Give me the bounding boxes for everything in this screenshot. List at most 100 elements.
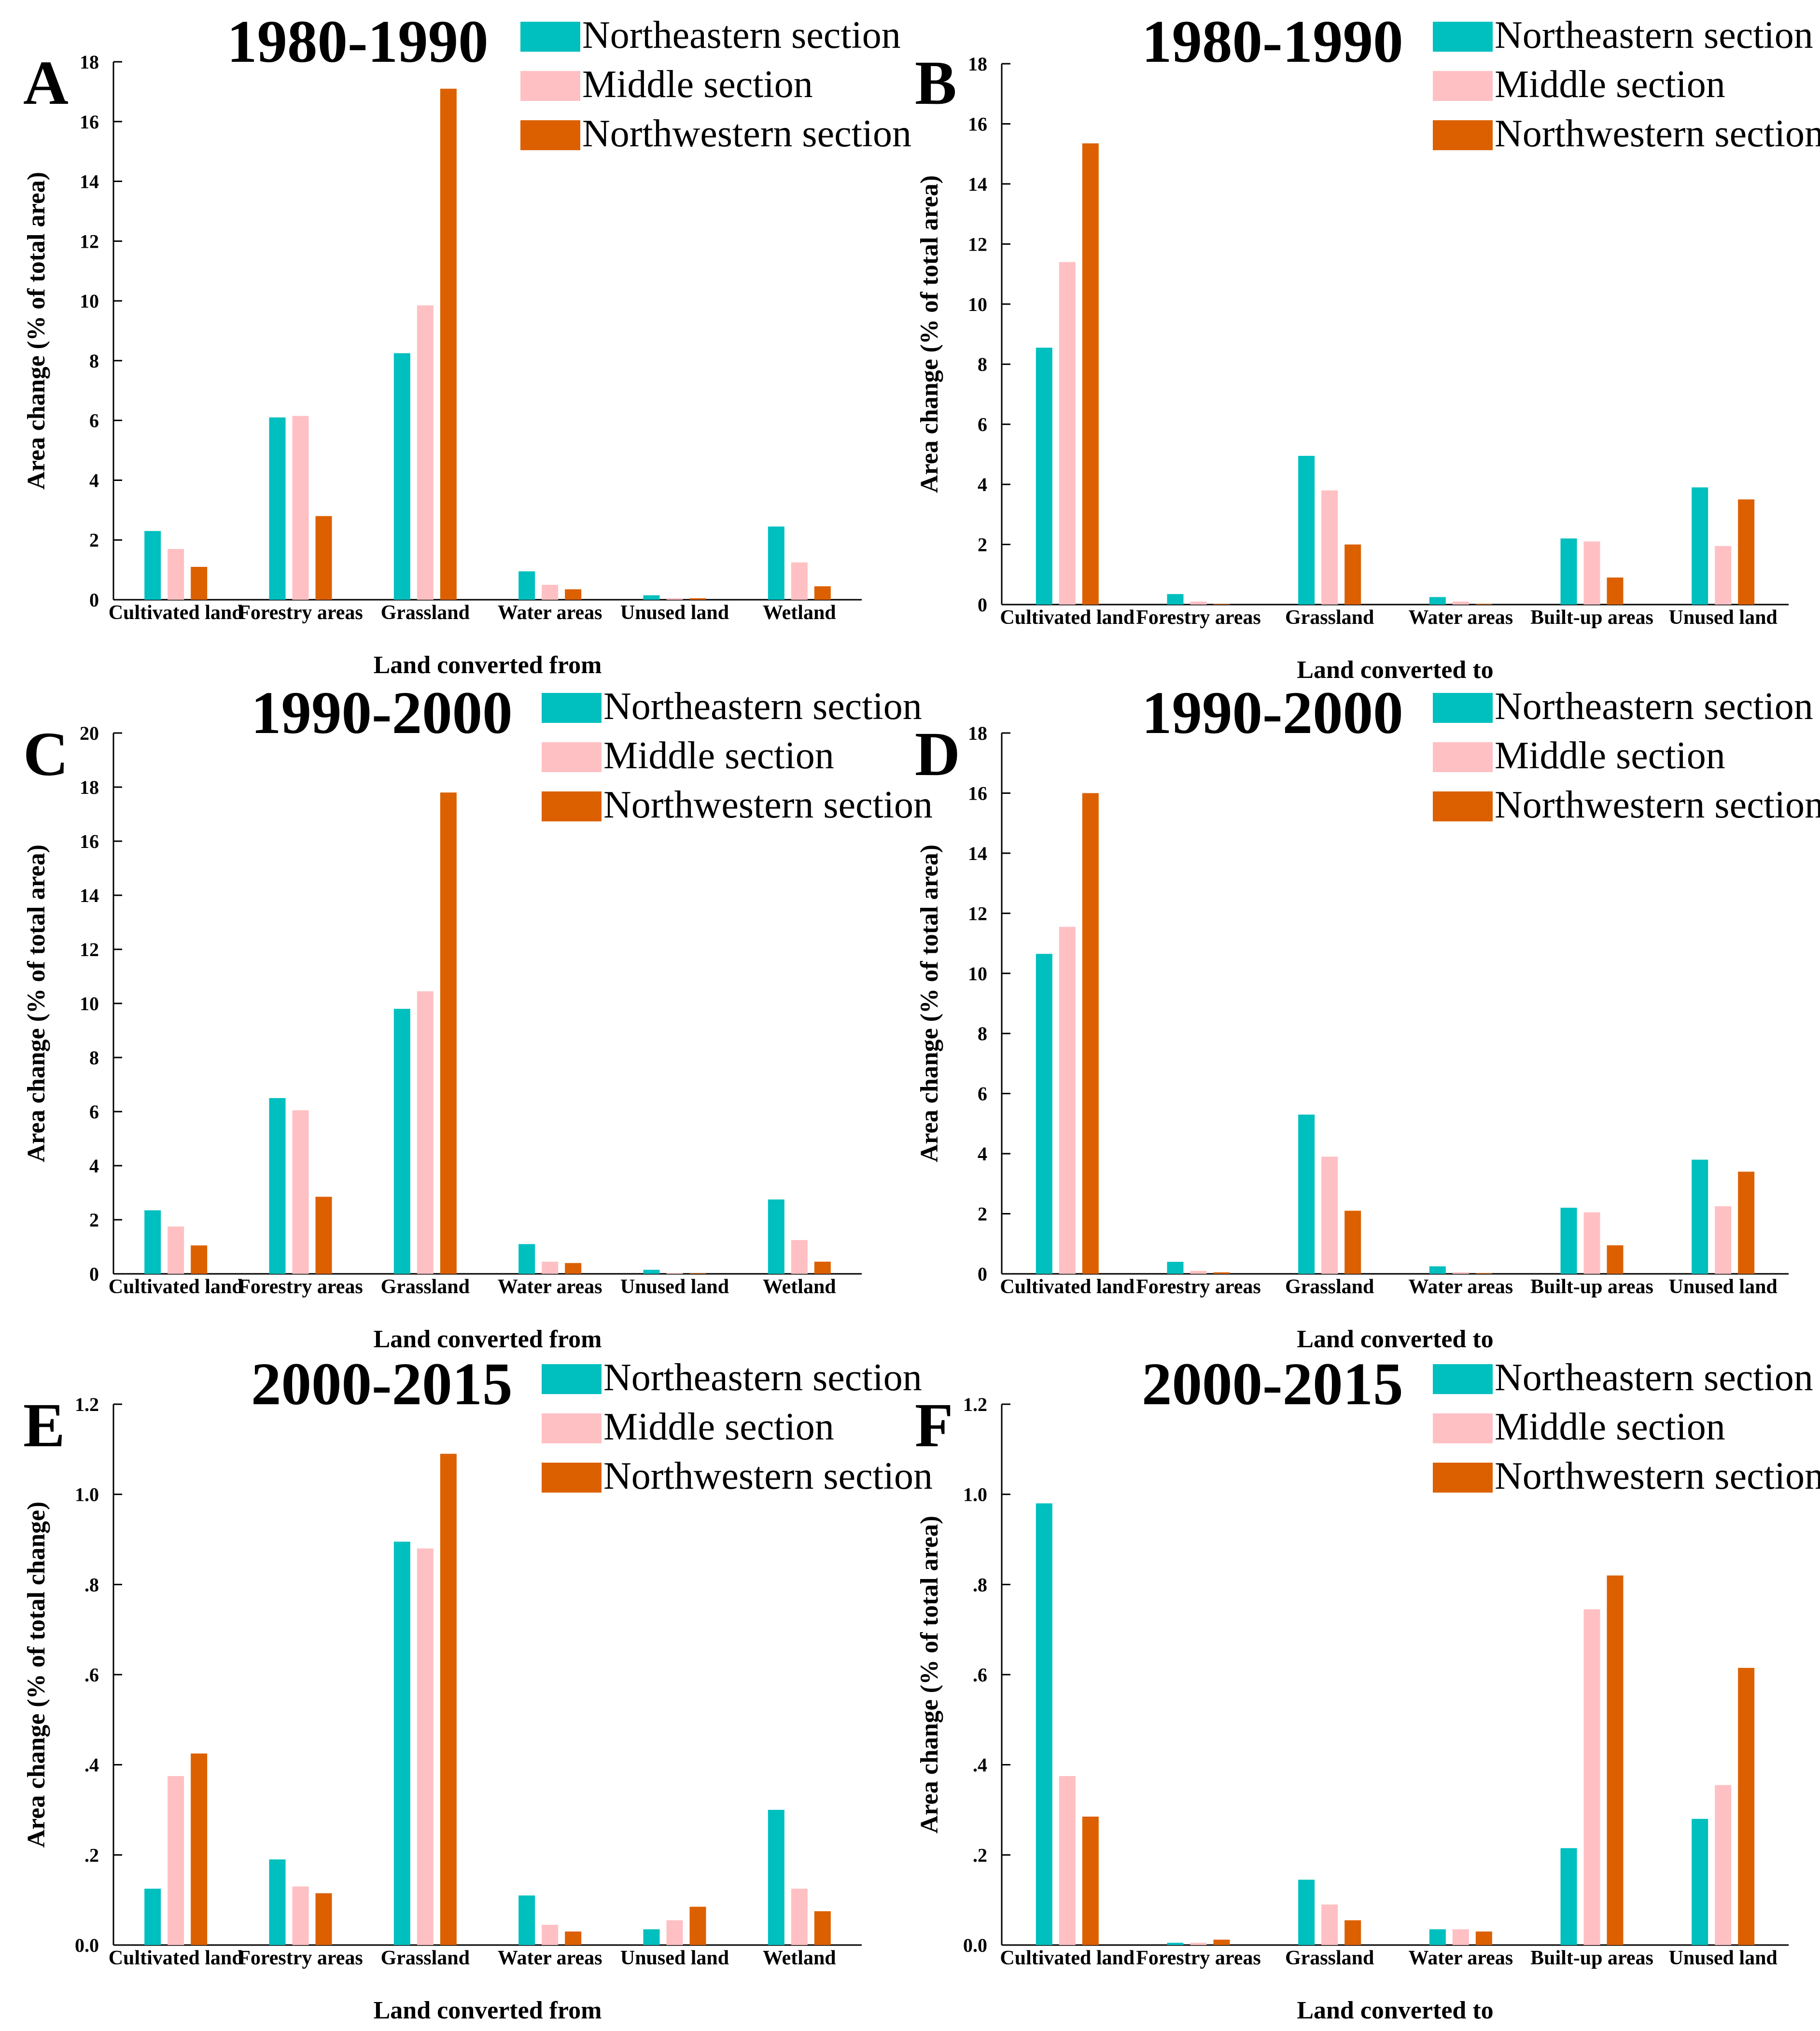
bar xyxy=(269,417,286,600)
y-tick-label: 4 xyxy=(89,469,99,491)
chart-panel-b: B 1980-1990 Northeastern section Middle sec… xyxy=(915,9,1820,684)
x-category-label: Water areas xyxy=(498,1276,602,1298)
x-category-label: Cultivated land xyxy=(1000,606,1134,629)
bar xyxy=(666,598,683,600)
bar xyxy=(1059,262,1076,605)
bar xyxy=(791,562,808,600)
bar xyxy=(518,1895,535,1945)
legend-label: Northeastern section xyxy=(603,1356,922,1399)
x-category-label: Grassland xyxy=(1285,606,1374,629)
y-tick-label: 0 xyxy=(978,1263,987,1285)
y-tick-label: .8 xyxy=(973,1574,987,1595)
y-axis-title: Area change (% of total area) xyxy=(916,175,943,493)
bar xyxy=(542,1925,559,1945)
chart-legend: Northeastern section Middle section Northw… xyxy=(1433,1356,1820,1497)
bar xyxy=(144,531,161,600)
x-category-label: Water areas xyxy=(1409,606,1513,629)
legend-label: Middle section xyxy=(603,1406,834,1448)
chart-panel-a: A 1980-1990 Northeastern section Middle sec… xyxy=(23,9,911,679)
panel-letter: C xyxy=(23,719,69,789)
legend-label: Middle section xyxy=(1495,63,1725,106)
bar xyxy=(689,1273,706,1274)
legend-swatch xyxy=(1433,791,1493,821)
bar xyxy=(1167,1943,1184,1945)
x-category-label: Water areas xyxy=(1409,1276,1513,1298)
bar xyxy=(1607,578,1624,605)
y-tick-label: 10 xyxy=(80,993,99,1015)
chart-panel-c: C 1990-2000 Northeastern section Middle sec… xyxy=(23,680,933,1353)
bar xyxy=(1036,954,1052,1274)
y-tick-label: 0 xyxy=(89,1263,99,1285)
bar xyxy=(768,1199,784,1274)
bar xyxy=(144,1210,161,1274)
y-tick-label: 1.0 xyxy=(963,1484,987,1506)
panel-letter: A xyxy=(23,48,69,118)
legend-swatch xyxy=(1433,1413,1493,1443)
y-tick-label: 2 xyxy=(89,1209,99,1231)
x-category-label: Forestry areas xyxy=(1136,1947,1261,1969)
bar xyxy=(1475,604,1492,605)
y-tick-label: 6 xyxy=(89,1101,99,1123)
panel-letter: E xyxy=(23,1391,65,1460)
y-tick-label: 8 xyxy=(89,350,99,372)
bar xyxy=(191,1245,208,1274)
bar xyxy=(542,585,559,600)
bar xyxy=(689,1906,706,1945)
x-category-label: Unused land xyxy=(620,602,729,624)
y-tick-label: 8 xyxy=(89,1047,99,1069)
bar xyxy=(518,1244,535,1274)
y-tick-label: 8 xyxy=(978,1023,987,1044)
y-axis-title: Area change (% of total area) xyxy=(23,845,50,1162)
bar xyxy=(1475,1273,1492,1274)
y-tick-label: .4 xyxy=(84,1754,99,1776)
x-category-label: Unused land xyxy=(1669,1276,1778,1298)
bar xyxy=(1692,1819,1708,1945)
y-tick-label: 10 xyxy=(968,294,987,315)
y-tick-label: 1.0 xyxy=(75,1484,99,1506)
bar xyxy=(1429,1929,1446,1945)
bar xyxy=(1298,456,1315,605)
x-category-label: Grassland xyxy=(1285,1947,1374,1969)
x-category-label: Unused land xyxy=(1669,606,1778,629)
period-title: 1980-1990 xyxy=(227,9,489,75)
bar xyxy=(643,1269,660,1274)
y-tick-label: 2 xyxy=(978,534,987,556)
bar xyxy=(1298,1114,1315,1274)
bar xyxy=(643,595,660,600)
x-category-label: Cultivated land xyxy=(1000,1947,1134,1969)
bar xyxy=(768,1810,784,1945)
bar xyxy=(814,1261,831,1274)
y-tick-label: .6 xyxy=(973,1664,987,1686)
x-category-label: Forestry areas xyxy=(1136,1276,1261,1298)
x-category-label: Water areas xyxy=(1409,1947,1513,1969)
y-tick-label: 12 xyxy=(968,903,987,924)
bar xyxy=(417,1548,434,1945)
period-title: 2000-2015 xyxy=(251,1351,513,1418)
bar xyxy=(1607,1575,1624,1945)
bar xyxy=(1059,1776,1076,1945)
bar xyxy=(417,305,434,600)
bar xyxy=(565,589,582,600)
x-category-label: Water areas xyxy=(498,1947,602,1969)
bar xyxy=(814,586,831,600)
y-tick-label: 14 xyxy=(968,173,987,195)
bar xyxy=(1321,490,1338,605)
bar xyxy=(689,598,706,600)
bar xyxy=(1036,348,1052,605)
x-category-label: Forestry areas xyxy=(238,1276,363,1298)
bar xyxy=(269,1859,286,1945)
y-tick-label: 10 xyxy=(968,963,987,985)
bar xyxy=(1167,1262,1184,1274)
y-tick-label: 12 xyxy=(968,233,987,255)
legend-swatch xyxy=(542,742,602,772)
y-tick-label: .4 xyxy=(973,1754,987,1776)
x-category-label: Built-up areas xyxy=(1530,1276,1653,1298)
y-tick-label: 12 xyxy=(80,939,99,960)
y-axis-title: Area change (% of total area) xyxy=(23,172,50,490)
bar xyxy=(144,1889,161,1945)
x-category-label: Built-up areas xyxy=(1530,1947,1653,1969)
x-axis-title: Land converted to xyxy=(1297,1997,1493,2024)
x-axis-title: Land converted from xyxy=(374,651,602,679)
bar xyxy=(315,1893,332,1945)
legend-swatch xyxy=(542,1364,602,1394)
